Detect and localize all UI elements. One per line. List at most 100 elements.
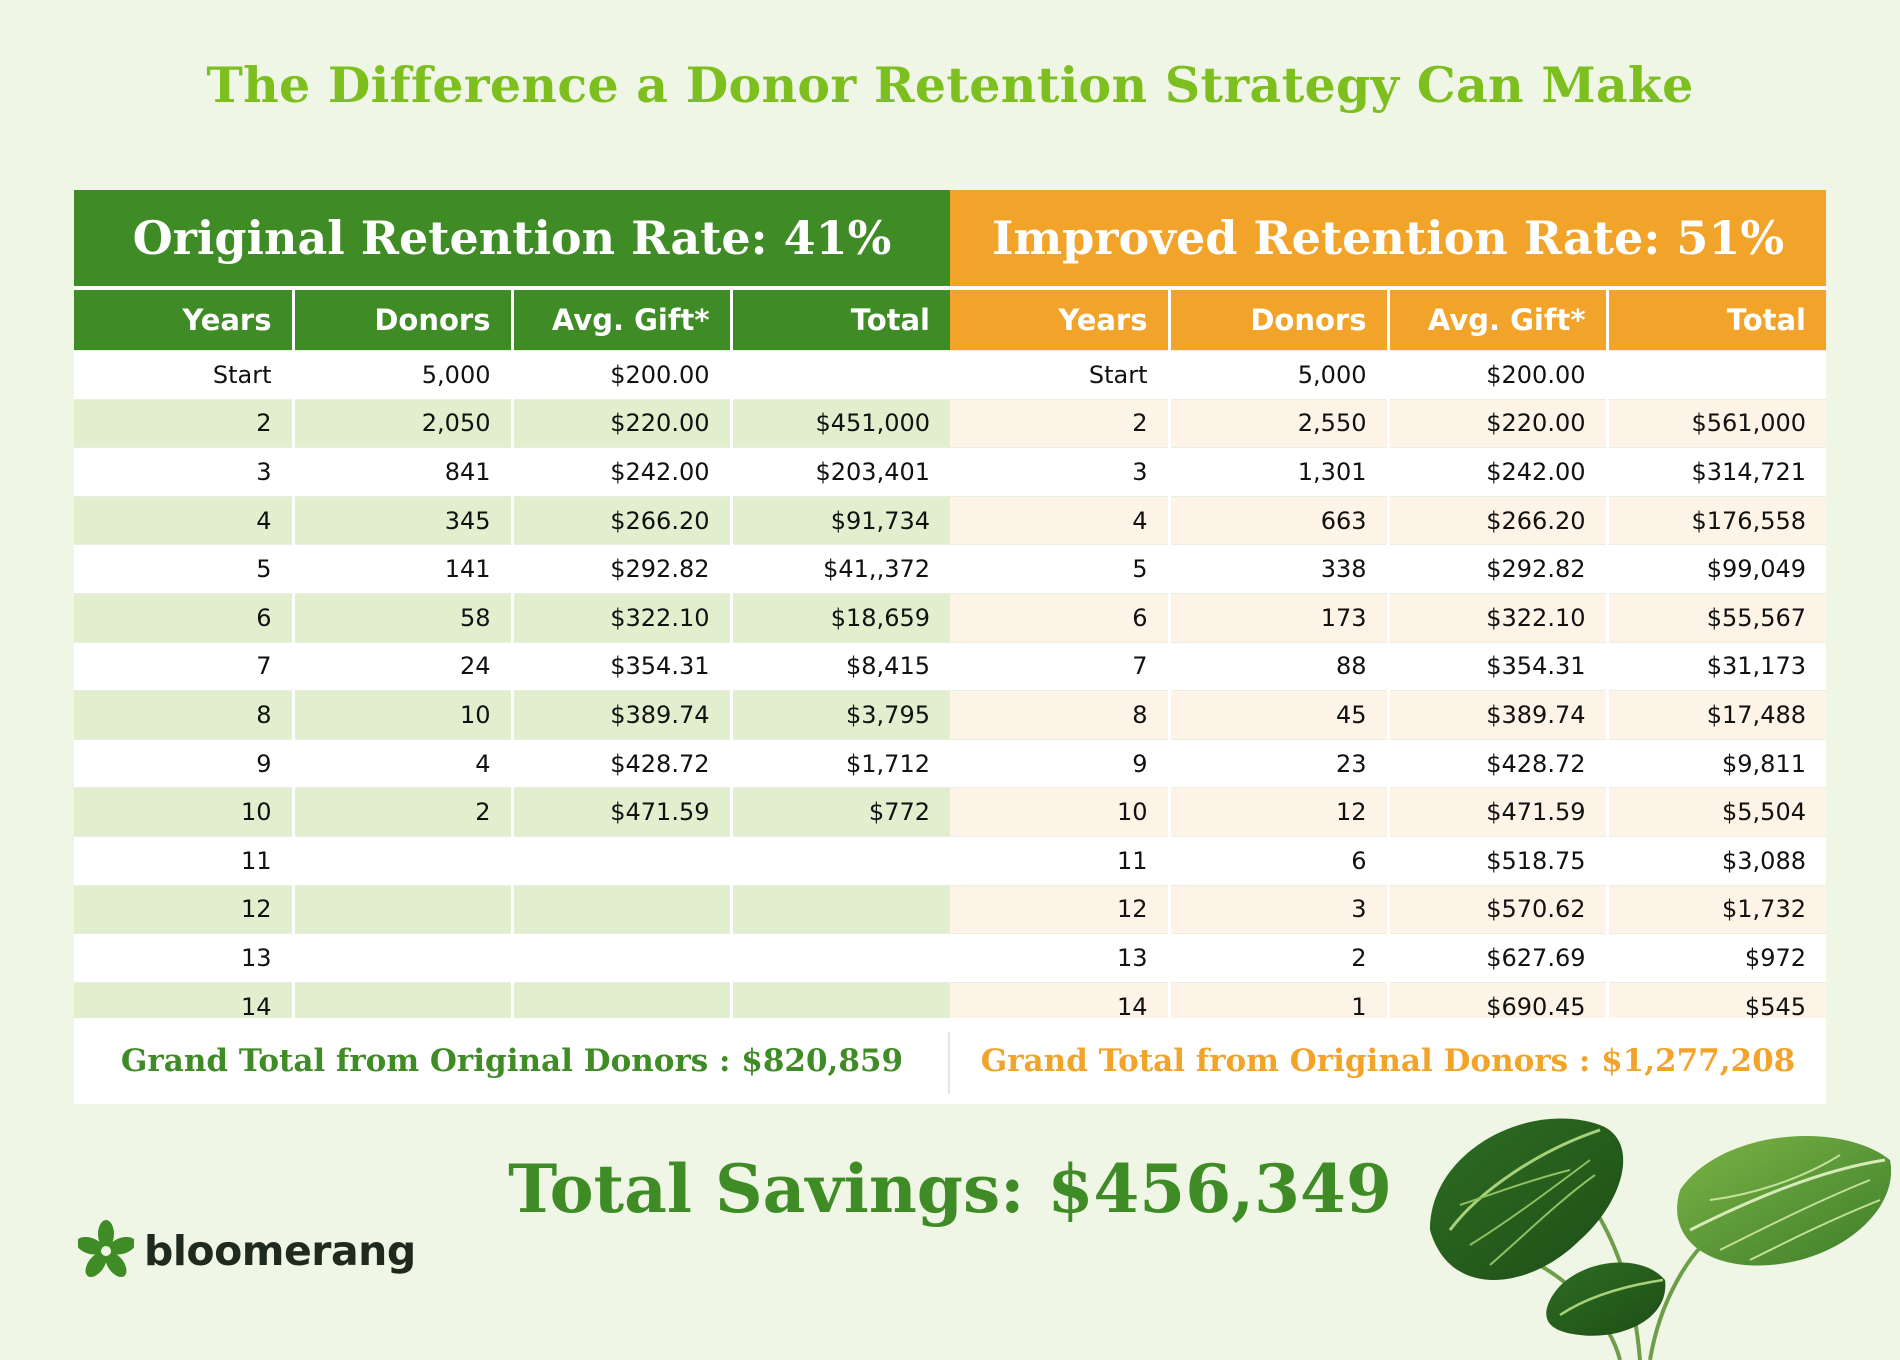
cell-donors: 2,050 xyxy=(291,398,512,448)
cell-total: $1,712 xyxy=(729,738,950,788)
column-header-years: Years xyxy=(74,288,293,351)
table-row: 7 88 $354.31 $31,173 xyxy=(950,641,1826,691)
cell-avg-gift: $354.31 xyxy=(1386,641,1607,691)
cell-avg-gift: $200.00 xyxy=(510,350,731,400)
cell-donors: 88 xyxy=(1167,641,1388,691)
table-row: 3 841 $242.00 $203,401 xyxy=(74,447,950,497)
cell-avg-gift: $266.20 xyxy=(510,495,731,545)
cell-total: $5,504 xyxy=(1605,787,1826,837)
table-row: 9 4 $428.72 $1,712 xyxy=(74,738,950,788)
cell-avg-gift: $389.74 xyxy=(510,690,731,740)
table-row: 8 10 $389.74 $3,795 xyxy=(74,690,950,740)
cell-avg-gift: $389.74 xyxy=(1386,690,1607,740)
cell-years: 12 xyxy=(74,884,293,934)
cell-total: $91,734 xyxy=(729,495,950,545)
cell-total: $972 xyxy=(1605,933,1826,983)
column-header-avg-gift: Avg. Gift* xyxy=(510,288,731,351)
bloomerang-logo-icon xyxy=(78,1220,134,1278)
cell-years: 6 xyxy=(950,592,1169,643)
cell-donors: 10 xyxy=(291,690,512,740)
cell-total xyxy=(1605,350,1826,400)
cell-avg-gift: $322.10 xyxy=(1386,592,1607,643)
cell-avg-gift: $242.00 xyxy=(510,447,731,497)
cell-years: 3 xyxy=(74,447,293,497)
cell-avg-gift xyxy=(510,933,731,983)
cell-donors: 2 xyxy=(1167,933,1388,983)
cell-avg-gift: $292.82 xyxy=(510,544,731,594)
cell-donors: 2 xyxy=(291,787,512,837)
cell-total: $31,173 xyxy=(1605,641,1826,691)
cell-years: 13 xyxy=(74,933,293,983)
improved-retention-heading: Improved Retention Rate: 51% xyxy=(950,190,1826,286)
cell-total: $1,732 xyxy=(1605,884,1826,934)
cell-avg-gift: $292.82 xyxy=(1386,544,1607,594)
cell-avg-gift: $428.72 xyxy=(1386,738,1607,788)
table-row: 10 2 $471.59 $772 xyxy=(74,787,950,837)
original-retention-heading: Original Retention Rate: 41% xyxy=(74,190,950,286)
cell-donors xyxy=(291,933,512,983)
cell-donors: 45 xyxy=(1167,690,1388,740)
table-row: Start 5,000 $200.00 xyxy=(74,350,950,400)
bloomerang-logo: bloomerang xyxy=(78,1220,416,1282)
cell-avg-gift: $200.00 xyxy=(1386,350,1607,400)
cell-avg-gift: $518.75 xyxy=(1386,835,1607,886)
cell-total: $18,659 xyxy=(729,592,950,643)
cell-total: $9,811 xyxy=(1605,738,1826,788)
cell-years: 9 xyxy=(74,738,293,788)
cell-donors: 5,000 xyxy=(291,350,512,400)
cell-donors: 841 xyxy=(291,447,512,497)
cell-total: $55,567 xyxy=(1605,592,1826,643)
cell-total: $3,088 xyxy=(1605,835,1826,886)
original-table-body: Start 5,000 $200.00 2 2,050 $220.00 $451,000 3 8… xyxy=(74,350,950,1031)
improved-table-body: Start 5,000 $200.00 2 2,550 $220.00 $561,000 3 1… xyxy=(950,350,1826,1031)
table-header-row: Years Donors Avg. Gift* Total xyxy=(74,288,950,351)
cell-avg-gift: $322.10 xyxy=(510,592,731,643)
cell-total: $41,,372 xyxy=(729,544,950,594)
original-grand-total: Grand Total from Original Donors : $820,… xyxy=(74,1018,950,1104)
cell-donors: 6 xyxy=(1167,835,1388,886)
improved-grand-total: Grand Total from Original Donors : $1,27… xyxy=(950,1018,1826,1104)
table-row: 12 xyxy=(74,884,950,934)
cell-years: Start xyxy=(950,350,1169,400)
cell-donors: 58 xyxy=(291,592,512,643)
cell-years: 6 xyxy=(74,592,293,643)
cell-total: $451,000 xyxy=(729,398,950,448)
cell-years: 10 xyxy=(74,787,293,837)
cell-donors: 12 xyxy=(1167,787,1388,837)
table-row: 5 338 $292.82 $99,049 xyxy=(950,544,1826,594)
cell-years: 4 xyxy=(950,495,1169,545)
cell-years: Start xyxy=(74,350,293,400)
cell-total xyxy=(729,933,950,983)
improved-retention-table: Years Donors Avg. Gift* Total Start 5,000… xyxy=(950,286,1826,1031)
cell-avg-gift: $471.59 xyxy=(510,787,731,837)
cell-years: 11 xyxy=(950,835,1169,886)
cell-total: $3,795 xyxy=(729,690,950,740)
cell-avg-gift: $471.59 xyxy=(1386,787,1607,837)
table-header-row: Years Donors Avg. Gift* Total xyxy=(950,288,1826,351)
cell-donors: 3 xyxy=(1167,884,1388,934)
cell-donors: 4 xyxy=(291,738,512,788)
improved-retention-panel: Improved Retention Rate: 51% Years Donor… xyxy=(950,190,1826,1104)
table-row: 13 2 $627.69 $972 xyxy=(950,933,1826,983)
cell-avg-gift xyxy=(510,884,731,934)
cell-total xyxy=(729,835,950,886)
cell-donors: 2,550 xyxy=(1167,398,1388,448)
cell-donors: 173 xyxy=(1167,592,1388,643)
column-header-avg-gift: Avg. Gift* xyxy=(1386,288,1607,351)
cell-total: $561,000 xyxy=(1605,398,1826,448)
cell-years: 12 xyxy=(950,884,1169,934)
cell-avg-gift: $220.00 xyxy=(1386,398,1607,448)
cell-total: $203,401 xyxy=(729,447,950,497)
cell-avg-gift: $266.20 xyxy=(1386,495,1607,545)
original-retention-panel: Original Retention Rate: 41% Years Donor… xyxy=(74,190,950,1104)
cell-donors: 23 xyxy=(1167,738,1388,788)
cell-years: 11 xyxy=(74,835,293,886)
table-row: 12 3 $570.62 $1,732 xyxy=(950,884,1826,934)
cell-donors: 5,000 xyxy=(1167,350,1388,400)
cell-avg-gift: $242.00 xyxy=(1386,447,1607,497)
total-savings: Total Savings: $456,349 xyxy=(508,1150,1392,1228)
cell-years: 5 xyxy=(74,544,293,594)
table-row: 6 58 $322.10 $18,659 xyxy=(74,592,950,643)
cell-donors: 338 xyxy=(1167,544,1388,594)
cell-donors: 663 xyxy=(1167,495,1388,545)
